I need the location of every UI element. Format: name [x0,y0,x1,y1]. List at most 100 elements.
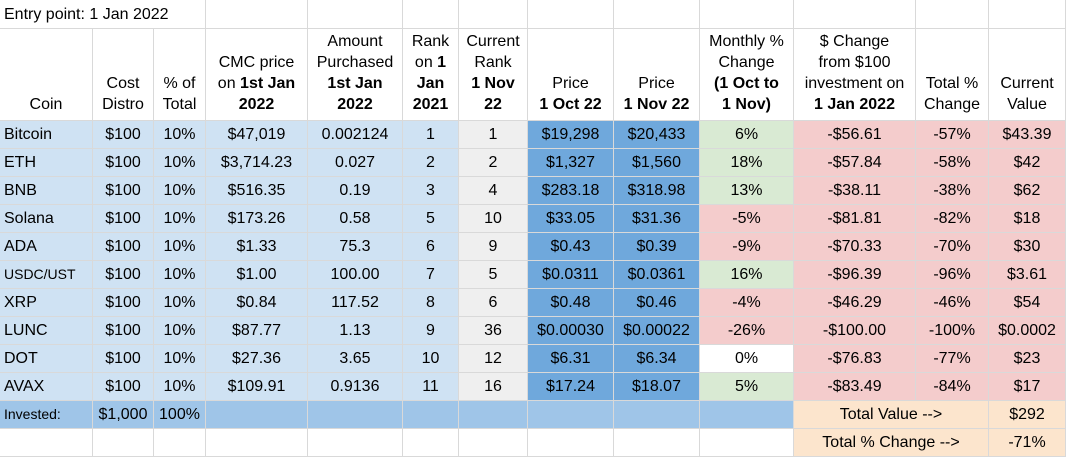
table-cell-dollar-change[interactable]: -$57.84 [794,149,916,177]
empty-cell[interactable] [794,0,916,29]
table-cell-rank-jan[interactable]: 5 [403,205,459,233]
table-cell-rank-now[interactable]: 5 [459,261,528,289]
table-cell-price-nov[interactable]: $318.98 [614,177,700,205]
table-cell-cost[interactable]: $100 [93,121,154,149]
table-cell-dollar-change[interactable]: -$100.00 [794,317,916,345]
table-cell-price-nov[interactable]: $20,433 [614,121,700,149]
header-amount-purchased[interactable]: Amount Purchased 1st Jan 2022 [308,29,403,121]
table-cell-rank-jan[interactable]: 3 [403,177,459,205]
table-cell-monthly[interactable]: 13% [700,177,794,205]
table-cell-price-oct[interactable]: $33.05 [528,205,614,233]
table-cell-rank-now[interactable]: 6 [459,289,528,317]
table-cell-coin[interactable]: BNB [0,177,93,205]
table-cell-coin[interactable]: Solana [0,205,93,233]
table-cell-pct[interactable]: 10% [154,149,206,177]
empty-cell[interactable] [154,429,206,457]
table-cell-dollar-change[interactable]: -$83.49 [794,373,916,401]
table-cell-price-nov[interactable]: $0.0361 [614,261,700,289]
footer-empty-cell[interactable] [308,401,403,429]
table-cell-value[interactable]: $17 [989,373,1066,401]
empty-cell[interactable] [206,0,308,29]
invested-total-cell[interactable]: $1,000 [93,401,154,429]
footer-empty-cell[interactable] [614,401,700,429]
table-cell-dollar-change[interactable]: -$46.29 [794,289,916,317]
table-cell-pct[interactable]: 10% [154,373,206,401]
empty-cell[interactable] [0,429,93,457]
empty-cell[interactable] [206,429,308,457]
table-cell-amount[interactable]: 0.9136 [308,373,403,401]
footer-empty-cell[interactable] [403,401,459,429]
table-cell-cost[interactable]: $100 [93,317,154,345]
header-monthly-change[interactable]: Monthly % Change (1 Oct to 1 Nov) [700,29,794,121]
table-cell-rank-jan[interactable]: 2 [403,149,459,177]
table-cell-pct[interactable]: 10% [154,317,206,345]
table-cell-pct[interactable]: 10% [154,205,206,233]
table-cell-total-change[interactable]: -38% [916,177,989,205]
table-cell-dollar-change[interactable]: -$70.33 [794,233,916,261]
table-cell-rank-now[interactable]: 4 [459,177,528,205]
total-value-cell[interactable]: $292 [989,401,1066,429]
header-current-value[interactable]: Current Value [989,29,1066,121]
header-dollar-change[interactable]: $ Change from $100 investment on 1 Jan 2022 [794,29,916,121]
table-cell-cost[interactable]: $100 [93,149,154,177]
table-cell-rank-jan[interactable]: 11 [403,373,459,401]
table-cell-rank-jan[interactable]: 6 [403,233,459,261]
table-cell-rank-jan[interactable]: 10 [403,345,459,373]
empty-cell[interactable] [700,0,794,29]
table-cell-cmc[interactable]: $516.35 [206,177,308,205]
table-cell-cost[interactable]: $100 [93,261,154,289]
empty-cell[interactable] [614,0,700,29]
table-cell-cmc[interactable]: $47,019 [206,121,308,149]
table-cell-value[interactable]: $62 [989,177,1066,205]
table-cell-total-change[interactable]: -58% [916,149,989,177]
empty-cell[interactable] [93,429,154,457]
title-cell[interactable]: Entry point: 1 Jan 2022 [0,0,206,29]
table-cell-monthly[interactable]: 18% [700,149,794,177]
table-cell-value[interactable]: $0.0002 [989,317,1066,345]
table-cell-rank-now[interactable]: 9 [459,233,528,261]
table-cell-amount[interactable]: 0.027 [308,149,403,177]
table-cell-value[interactable]: $23 [989,345,1066,373]
table-cell-cmc[interactable]: $0.84 [206,289,308,317]
table-cell-pct[interactable]: 10% [154,233,206,261]
table-cell-coin[interactable]: ETH [0,149,93,177]
header-pct-of-total[interactable]: % of Total [154,29,206,121]
table-cell-total-change[interactable]: -57% [916,121,989,149]
table-cell-rank-jan[interactable]: 9 [403,317,459,345]
table-cell-rank-now[interactable]: 36 [459,317,528,345]
table-cell-cmc[interactable]: $87.77 [206,317,308,345]
table-cell-cmc[interactable]: $109.91 [206,373,308,401]
table-cell-price-nov[interactable]: $1,560 [614,149,700,177]
table-cell-price-nov[interactable]: $31.36 [614,205,700,233]
table-cell-value[interactable]: $30 [989,233,1066,261]
table-cell-coin[interactable]: AVAX [0,373,93,401]
table-cell-cost[interactable]: $100 [93,289,154,317]
table-cell-rank-jan[interactable]: 8 [403,289,459,317]
table-cell-cmc[interactable]: $27.36 [206,345,308,373]
table-cell-amount[interactable]: 75.3 [308,233,403,261]
table-cell-price-nov[interactable]: $18.07 [614,373,700,401]
footer-empty-cell[interactable] [700,401,794,429]
total-value-label-cell[interactable]: Total Value --> [794,401,989,429]
empty-cell[interactable] [528,0,614,29]
table-cell-coin[interactable]: USDC/UST [0,261,93,289]
table-cell-total-change[interactable]: -100% [916,317,989,345]
total-change-cell[interactable]: -71% [989,429,1066,457]
table-cell-rank-now[interactable]: 2 [459,149,528,177]
header-current-rank[interactable]: Current Rank 1 Nov 22 [459,29,528,121]
empty-cell[interactable] [459,0,528,29]
header-cmc-price[interactable]: CMC price on 1st Jan 2022 [206,29,308,121]
empty-cell[interactable] [403,429,459,457]
empty-cell[interactable] [916,0,989,29]
table-cell-amount[interactable]: 117.52 [308,289,403,317]
table-cell-coin[interactable]: ADA [0,233,93,261]
footer-empty-cell[interactable] [528,401,614,429]
table-cell-monthly[interactable]: -4% [700,289,794,317]
header-cost-distro[interactable]: Cost Distro [93,29,154,121]
table-cell-total-change[interactable]: -46% [916,289,989,317]
invested-pct-cell[interactable]: 100% [154,401,206,429]
empty-cell[interactable] [528,429,614,457]
table-cell-cmc[interactable]: $1.00 [206,261,308,289]
table-cell-cost[interactable]: $100 [93,373,154,401]
table-cell-value[interactable]: $18 [989,205,1066,233]
